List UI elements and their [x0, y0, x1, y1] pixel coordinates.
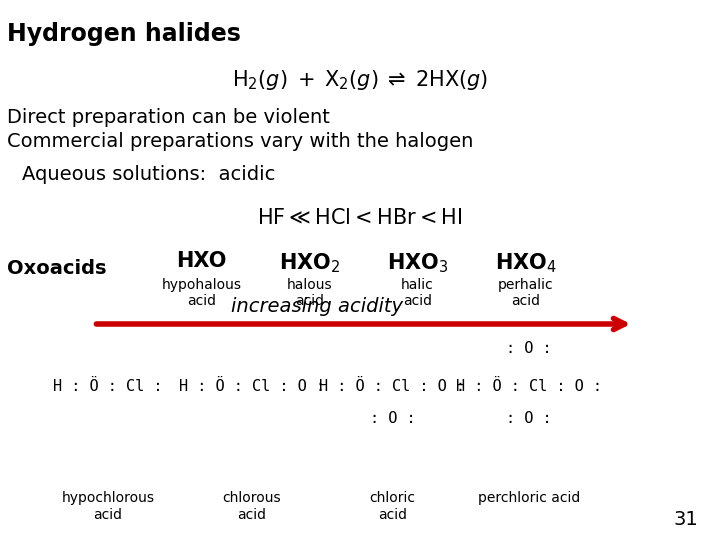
- Text: acid: acid: [378, 508, 407, 522]
- Text: acid: acid: [511, 294, 540, 308]
- Text: Hydrogen halides: Hydrogen halides: [7, 22, 241, 45]
- Text: increasing acidity: increasing acidity: [231, 297, 402, 316]
- FancyArrowPatch shape: [96, 319, 625, 329]
- Text: hypochlorous: hypochlorous: [61, 491, 155, 505]
- Text: hypohalous: hypohalous: [161, 278, 242, 292]
- Text: acid: acid: [238, 508, 266, 522]
- Text: $\mathrm{H_2}(g)\;+\;\mathrm{X_2}(g)\;\rightleftharpoons\;2\mathrm{HX}(g)$: $\mathrm{H_2}(g)\;+\;\mathrm{X_2}(g)\;\r…: [232, 68, 488, 91]
- Text: chlorous: chlorous: [222, 491, 282, 505]
- Text: : O :: : O :: [369, 411, 415, 426]
- Text: perhalic: perhalic: [498, 278, 554, 292]
- Text: HXO: HXO: [176, 251, 227, 271]
- Text: acid: acid: [403, 294, 432, 308]
- Text: H : Ö : Cl : O :: H : Ö : Cl : O :: [456, 379, 602, 394]
- Text: : O :: : O :: [506, 341, 552, 356]
- Text: acid: acid: [295, 294, 324, 308]
- Text: Aqueous solutions:  acidic: Aqueous solutions: acidic: [22, 165, 275, 184]
- Text: halous: halous: [287, 278, 333, 292]
- Text: H : Ö : Cl :: H : Ö : Cl :: [53, 379, 163, 394]
- Text: perchloric acid: perchloric acid: [478, 491, 580, 505]
- Text: H : Ö : Cl : O :: H : Ö : Cl : O :: [179, 379, 325, 394]
- Text: H : Ö : Cl : O :: H : Ö : Cl : O :: [320, 379, 465, 394]
- Text: HXO$_3$: HXO$_3$: [387, 251, 449, 275]
- Text: HXO$_2$: HXO$_2$: [279, 251, 341, 275]
- Text: 31: 31: [674, 510, 698, 529]
- Text: halic: halic: [401, 278, 434, 292]
- Text: HXO$_4$: HXO$_4$: [495, 251, 557, 275]
- Text: : O :: : O :: [506, 411, 552, 426]
- Text: chloric: chloric: [369, 491, 415, 505]
- Text: acid: acid: [94, 508, 122, 522]
- Text: Direct preparation can be violent: Direct preparation can be violent: [7, 108, 330, 127]
- Text: $\mathrm{HF} \ll \mathrm{HCl} < \mathrm{HBr} < \mathrm{HI}$: $\mathrm{HF} \ll \mathrm{HCl} < \mathrm{…: [257, 208, 463, 228]
- Text: Commercial preparations vary with the halogen: Commercial preparations vary with the ha…: [7, 132, 474, 151]
- Text: Oxoacids: Oxoacids: [7, 259, 107, 278]
- Text: acid: acid: [187, 294, 216, 308]
